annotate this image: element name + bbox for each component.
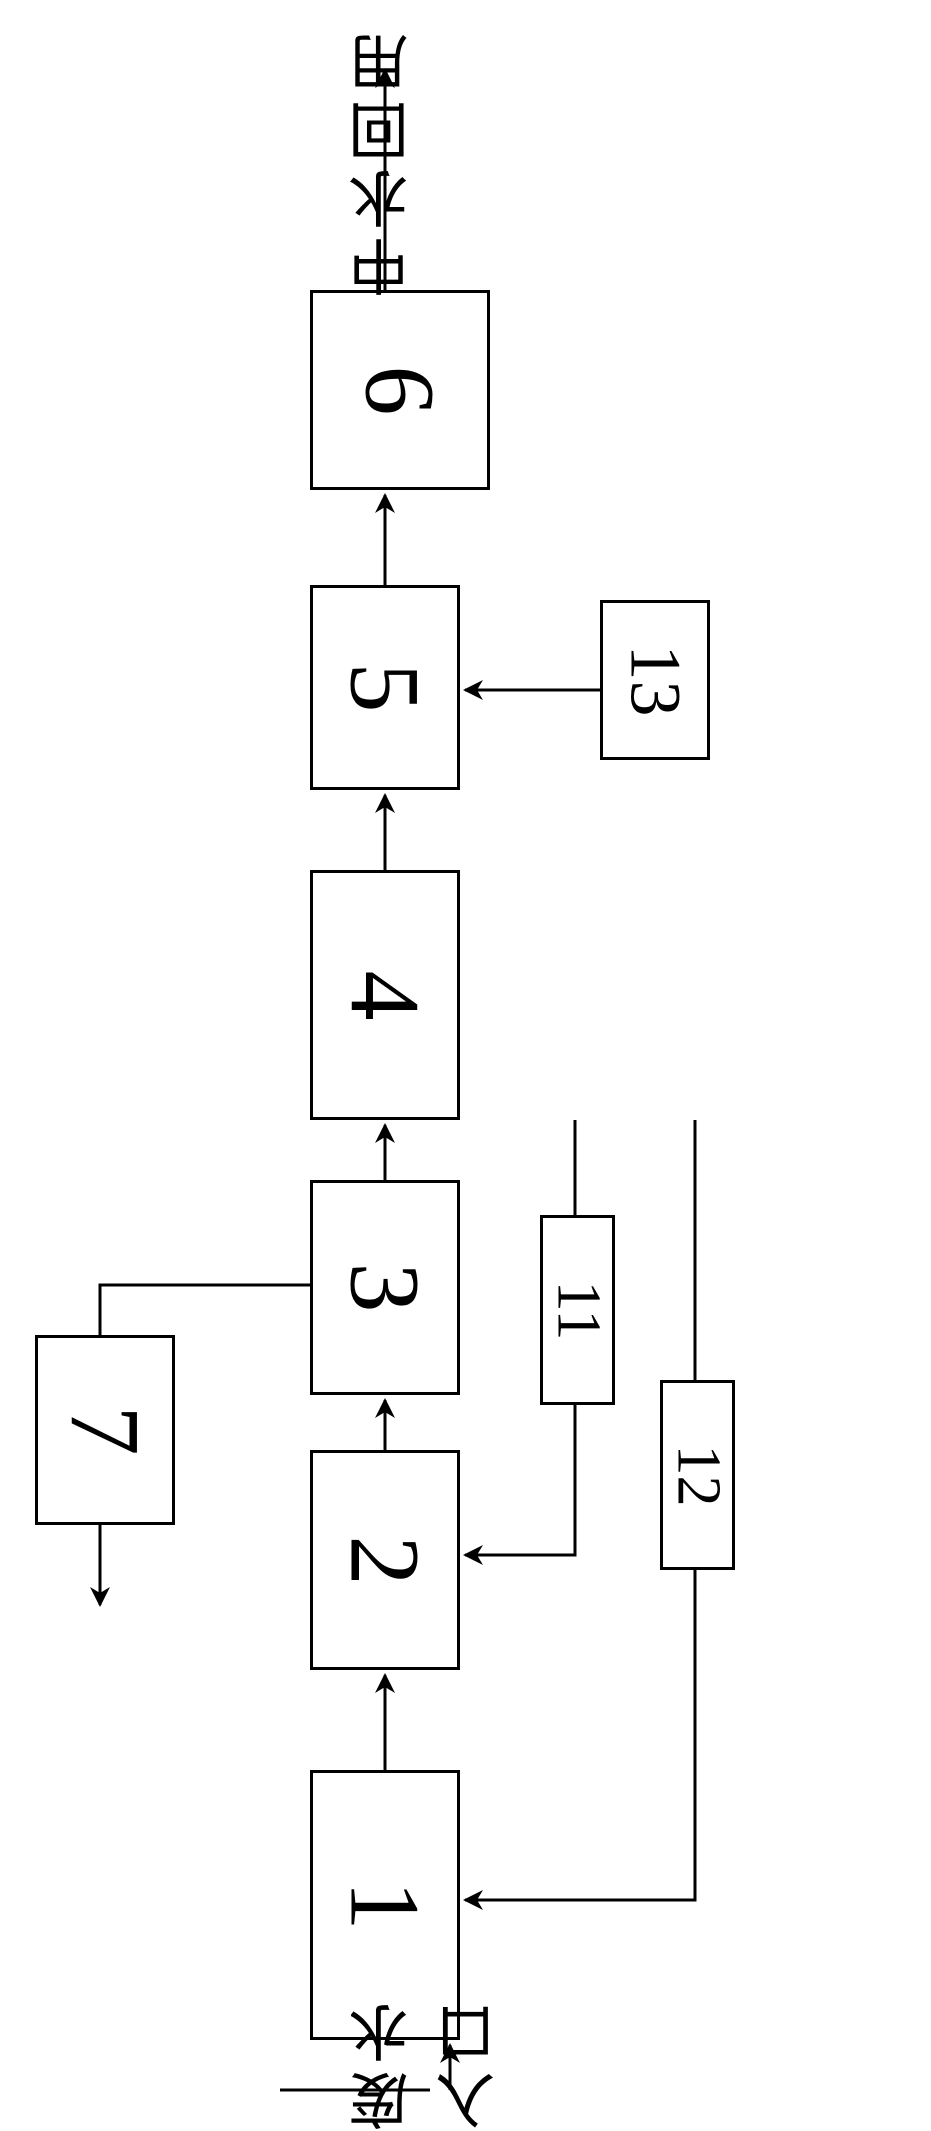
node-4: 4 (310, 870, 460, 1120)
node-11: 11 (540, 1215, 615, 1405)
node-11-label: 11 (542, 1280, 613, 1340)
node-5-label: 5 (328, 663, 443, 713)
node-1-label: 1 (328, 1880, 443, 1930)
node-13-label: 13 (614, 644, 697, 716)
node-4-label: 4 (328, 970, 443, 1020)
inlet-label: 废水入口 (340, 1970, 514, 2131)
node-12: 12 (660, 1380, 735, 1570)
node-3: 3 (310, 1180, 460, 1395)
outlet-label: 中水回用 (340, 25, 427, 297)
node-6: 6 (310, 290, 490, 490)
node-7-label: 7 (48, 1405, 163, 1455)
node-3-label: 3 (328, 1263, 443, 1313)
node-6-label: 6 (343, 365, 458, 415)
node-2-label: 2 (328, 1535, 443, 1585)
node-5: 5 (310, 585, 460, 790)
node-2: 2 (310, 1450, 460, 1670)
node-13: 13 (600, 600, 710, 760)
node-12-label: 12 (662, 1444, 733, 1506)
node-7: 7 (35, 1335, 175, 1525)
